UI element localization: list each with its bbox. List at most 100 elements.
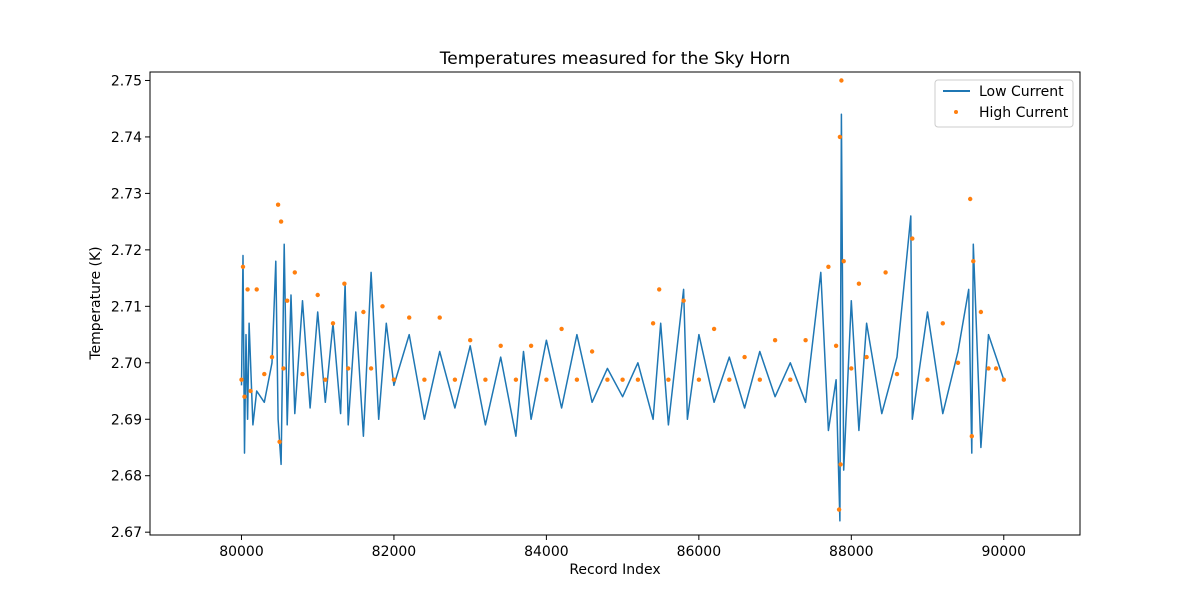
x-tick-label: 90000: [981, 544, 1026, 560]
chart-title: Temperatures measured for the Sky Horn: [439, 49, 791, 69]
data-point-high-current: [380, 304, 385, 309]
data-point-high-current: [1001, 377, 1006, 382]
data-point-high-current: [681, 298, 686, 303]
y-tick-label: 2.72: [111, 243, 142, 259]
data-point-high-current: [971, 259, 976, 264]
data-point-high-current: [292, 270, 297, 275]
x-tick-label: 80000: [219, 544, 264, 560]
y-tick-label: 2.68: [111, 469, 142, 485]
legend: Low Current High Current: [934, 79, 1074, 128]
data-point-high-current: [986, 366, 991, 371]
x-axis-label: Record Index: [569, 562, 660, 578]
data-point-high-current: [513, 377, 519, 382]
data-point-high-current: [711, 326, 717, 332]
data-point-high-current: [849, 366, 854, 371]
data-point-high-current: [281, 366, 286, 371]
data-point-high-current: [605, 377, 610, 382]
series-line-low-current: [240, 113, 1005, 522]
data-point-high-current: [323, 377, 328, 382]
data-point-high-current: [978, 309, 984, 315]
y-tick-label: 2.69: [111, 412, 142, 428]
data-point-high-current: [757, 377, 762, 382]
x-tick-label: 84000: [524, 544, 569, 560]
y-tick-label: 2.75: [111, 73, 142, 89]
data-point-high-current: [452, 377, 458, 382]
data-point-high-current: [856, 281, 862, 286]
data-point-high-current: [910, 236, 915, 241]
data-point-high-current: [315, 292, 320, 298]
y-tick-label: 2.71: [111, 299, 142, 315]
x-tick-label: 82000: [372, 544, 417, 560]
data-point-high-current: [788, 377, 793, 382]
data-point-high-current: [245, 287, 250, 292]
data-point-high-current: [589, 349, 595, 354]
data-point-high-current: [422, 377, 427, 382]
data-point-high-current: [826, 264, 831, 269]
data-point-high-current: [346, 366, 351, 371]
data-point-high-current: [544, 377, 549, 382]
data-point-high-current: [666, 377, 671, 382]
data-point-high-current: [940, 321, 945, 326]
data-point-high-current: [248, 388, 253, 394]
y-tick-label: 2.73: [111, 186, 142, 202]
data-point-high-current: [838, 462, 843, 467]
data-point-high-current: [696, 377, 702, 382]
x-tick-label: 86000: [677, 544, 722, 560]
y-tick-label: 2.74: [111, 130, 142, 146]
data-point-high-current: [342, 281, 347, 286]
data-point-high-current: [300, 371, 305, 377]
data-point-high-current: [968, 196, 973, 202]
y-tick-label: 2.70: [111, 356, 142, 372]
data-point-high-current: [483, 377, 488, 382]
data-point-high-current: [361, 309, 366, 315]
data-point-high-current: [993, 366, 999, 371]
data-point-high-current: [742, 354, 747, 360]
legend-label-low-current: Low Current: [979, 84, 1064, 100]
data-point-high-current: [833, 343, 839, 348]
data-point-high-current: [269, 354, 275, 360]
legend-swatch-high-current: [954, 110, 958, 114]
data-point-high-current: [262, 371, 267, 377]
x-tick-label: 88000: [829, 544, 874, 560]
data-point-high-current: [772, 338, 778, 343]
data-point-high-current: [841, 259, 846, 264]
legend-label-high-current: High Current: [979, 105, 1069, 121]
data-point-high-current: [242, 394, 247, 399]
data-point-high-current: [437, 315, 442, 320]
data-point-high-current: [925, 377, 930, 382]
data-point-high-current: [275, 202, 281, 207]
data-point-high-current: [894, 371, 900, 377]
data-point-high-current: [803, 338, 808, 343]
data-point-high-current: [955, 360, 961, 365]
plot-area: [239, 78, 1006, 522]
y-axis-label: Temperature (K): [88, 246, 104, 360]
x-axis: 80000 82000 84000 86000 88000 90000: [219, 535, 1026, 560]
data-point-high-current: [969, 434, 974, 439]
data-point-high-current: [574, 377, 580, 382]
data-point-high-current: [391, 377, 397, 382]
data-point-high-current: [883, 270, 888, 275]
data-point-high-current: [368, 366, 374, 371]
axes-frame: [149, 71, 1081, 536]
data-point-high-current: [277, 439, 282, 444]
data-point-high-current: [650, 321, 656, 326]
data-point-high-current: [528, 343, 534, 348]
data-point-high-current: [498, 343, 503, 348]
data-point-high-current: [837, 134, 843, 140]
data-point-high-current: [407, 315, 412, 320]
data-point-high-current: [468, 338, 473, 343]
data-point-high-current: [864, 354, 869, 360]
y-axis: 2.67 2.68 2.69 2.70 2.71 2.72 2.73 2.74 2.75: [111, 73, 150, 541]
data-point-high-current: [727, 377, 732, 382]
data-point-high-current: [330, 321, 336, 326]
data-point-high-current: [836, 507, 842, 512]
y-tick-label: 2.67: [111, 525, 142, 541]
data-point-high-current: [254, 287, 259, 292]
data-point-high-current: [285, 298, 290, 303]
data-point-high-current: [278, 219, 284, 224]
data-point-high-current: [839, 78, 844, 83]
data-point-high-current: [620, 377, 625, 382]
data-point-high-current: [240, 264, 246, 269]
